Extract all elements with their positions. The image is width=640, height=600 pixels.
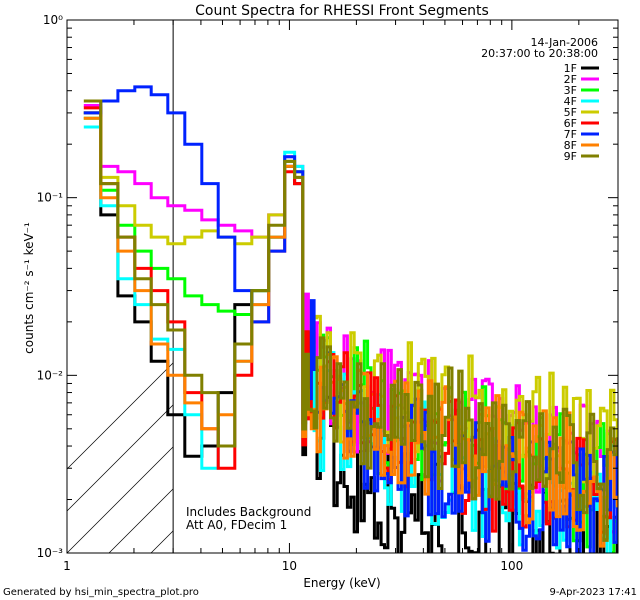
note-background: Includes Background <box>186 505 311 519</box>
hatch-line <box>67 404 174 512</box>
series-line-4f <box>83 125 618 553</box>
legend-label-3f: 3F <box>564 84 577 97</box>
hatch-line <box>67 446 174 553</box>
legend-label-5f: 5F <box>564 106 577 119</box>
hatch-line <box>67 362 174 470</box>
x-tick-labels: 1 10 100 <box>63 559 523 573</box>
series-group <box>83 85 618 553</box>
series-line-8f <box>83 116 618 548</box>
time-range-label: 20:37:00 to 20:38:00 <box>481 47 598 60</box>
plot-frame <box>66 19 619 554</box>
y-tick-label: 10⁻³ <box>37 546 64 560</box>
attenuator-hatch <box>67 362 174 553</box>
legend-label-1f: 1F <box>564 62 577 75</box>
date-label: 14-Jan-2006 <box>531 36 599 49</box>
chart-title: Count Spectra for RHESSI Front Segments <box>195 3 489 19</box>
legend-label-4f: 4F <box>564 95 577 108</box>
legend-label-6f: 6F <box>564 117 577 130</box>
series-line-9f <box>83 99 618 542</box>
footer-generated-by: Generated by hsi_min_spectra_plot.pro <box>3 587 199 598</box>
y-tick-labels: 10⁻³ 10⁻² 10⁻¹ 10⁰ <box>37 13 64 560</box>
note-attenuator: Att A0, FDecim 1 <box>186 518 287 532</box>
legend-label-7f: 7F <box>564 128 577 141</box>
x-tick-label: 1 <box>63 559 71 573</box>
legend-label-2f: 2F <box>564 73 577 86</box>
legend-label-9f: 9F <box>564 150 577 163</box>
axis-ticks <box>66 19 619 554</box>
x-axis-label: Energy (keV) <box>303 576 380 590</box>
y-tick-label: 10⁰ <box>43 13 63 27</box>
legend-label-8f: 8F <box>564 139 577 152</box>
y-tick-label: 10⁻² <box>37 368 64 382</box>
footer-timestamp: 9-Apr-2023 17:41 <box>550 587 637 598</box>
x-tick-label: 100 <box>500 559 523 573</box>
x-tick-label: 10 <box>282 559 297 573</box>
y-tick-label: 10⁻¹ <box>37 191 64 205</box>
y-axis-label: counts cm⁻² s⁻¹ keV⁻¹ <box>22 222 36 354</box>
